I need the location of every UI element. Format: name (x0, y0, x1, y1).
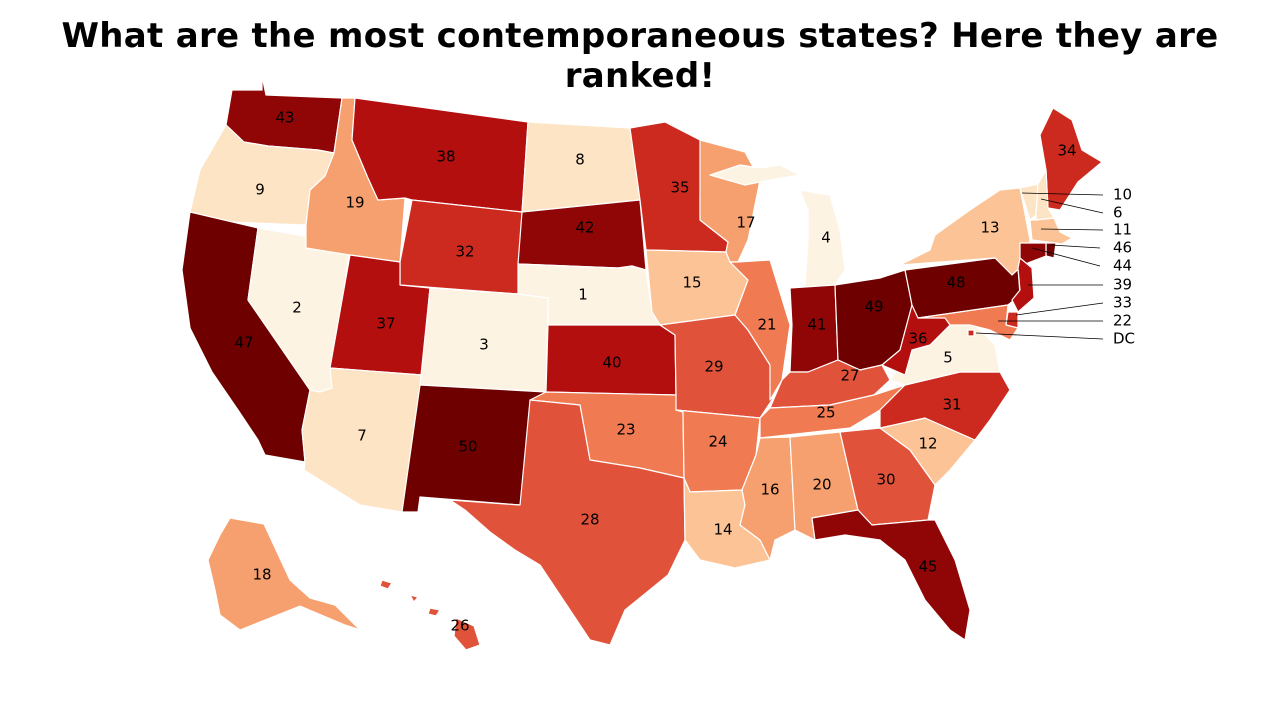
leader-line-ri (1050, 244, 1101, 249)
rank-label-me: 34 (1057, 142, 1076, 160)
rank-label-oh: 49 (864, 298, 883, 316)
leader-line-de (1015, 302, 1104, 316)
state-nj (1011, 257, 1035, 313)
rank-label-wy: 32 (455, 243, 474, 261)
rank-label-ga: 30 (876, 471, 895, 489)
rank-label-nm: 50 (458, 438, 477, 456)
rank-label-ma: 11 (1113, 221, 1132, 239)
rank-label-va: 5 (943, 349, 953, 367)
rank-label-or: 9 (255, 181, 265, 199)
rank-label-dc: DC (1113, 330, 1135, 348)
rank-label-mn: 35 (670, 179, 689, 197)
rank-label-ky: 27 (840, 367, 859, 385)
rank-label-ri: 46 (1113, 239, 1132, 257)
rank-label-az: 7 (357, 427, 367, 445)
rank-label-ne: 1 (578, 286, 588, 304)
leader-line-ct (1031, 247, 1101, 267)
rank-label-nh: 6 (1113, 204, 1123, 222)
rank-label-tn: 25 (816, 404, 835, 422)
rank-label-nv: 2 (292, 299, 302, 317)
state-hi (379, 579, 481, 651)
rank-label-ms: 16 (760, 481, 779, 499)
leader-line-ma (1040, 228, 1104, 231)
state-il (729, 259, 791, 401)
rank-label-pa: 48 (946, 274, 965, 292)
rank-label-la: 14 (713, 521, 732, 539)
leader-line-dc (975, 332, 1104, 340)
rank-label-nj: 39 (1113, 276, 1132, 294)
rank-label-de: 33 (1113, 294, 1132, 312)
rank-label-id: 19 (345, 194, 364, 212)
rank-label-ct: 44 (1113, 257, 1132, 275)
state-tx (449, 399, 686, 646)
rank-label-tx: 28 (580, 511, 599, 529)
rank-label-ak: 18 (252, 566, 271, 584)
leader-line-vt (1021, 192, 1104, 196)
rank-label-hi: 26 (450, 617, 469, 635)
rank-label-mi: 4 (821, 229, 831, 247)
rank-label-wi: 17 (736, 214, 755, 232)
rank-label-co: 3 (479, 336, 489, 354)
state-ct (1019, 242, 1047, 265)
rank-label-md: 22 (1113, 312, 1132, 330)
rank-label-sd: 42 (575, 219, 594, 237)
rank-label-ia: 15 (682, 274, 701, 292)
rank-label-mo: 29 (704, 358, 723, 376)
rank-label-wv: 36 (908, 330, 927, 348)
rank-label-ok: 23 (616, 421, 635, 439)
rank-label-vt: 10 (1113, 186, 1132, 204)
rank-label-ut: 37 (376, 315, 395, 333)
state-ak (207, 517, 361, 631)
leader-line-nh (1040, 198, 1104, 214)
rank-label-fl: 45 (918, 558, 937, 576)
rank-label-nd: 8 (575, 151, 585, 169)
rank-label-al: 20 (812, 476, 831, 494)
state-md (917, 304, 1019, 341)
rank-label-ny: 13 (980, 219, 999, 237)
state-dc (967, 329, 975, 337)
state-ms (739, 436, 796, 561)
map-title: What are the most contemporaneous states… (61, 16, 1219, 96)
rank-label-sc: 12 (918, 435, 937, 453)
rank-label-wa: 43 (275, 109, 294, 127)
rank-label-ar: 24 (708, 433, 727, 451)
rank-label-mt: 38 (436, 148, 455, 166)
rank-label-ca: 47 (234, 334, 253, 352)
rank-label-il: 21 (757, 316, 776, 334)
rank-label-nc: 31 (942, 396, 961, 414)
rank-label-ks: 40 (602, 354, 621, 372)
state-ma (1029, 217, 1073, 245)
rank-label-in: 41 (807, 316, 826, 334)
state-fl (811, 509, 971, 641)
